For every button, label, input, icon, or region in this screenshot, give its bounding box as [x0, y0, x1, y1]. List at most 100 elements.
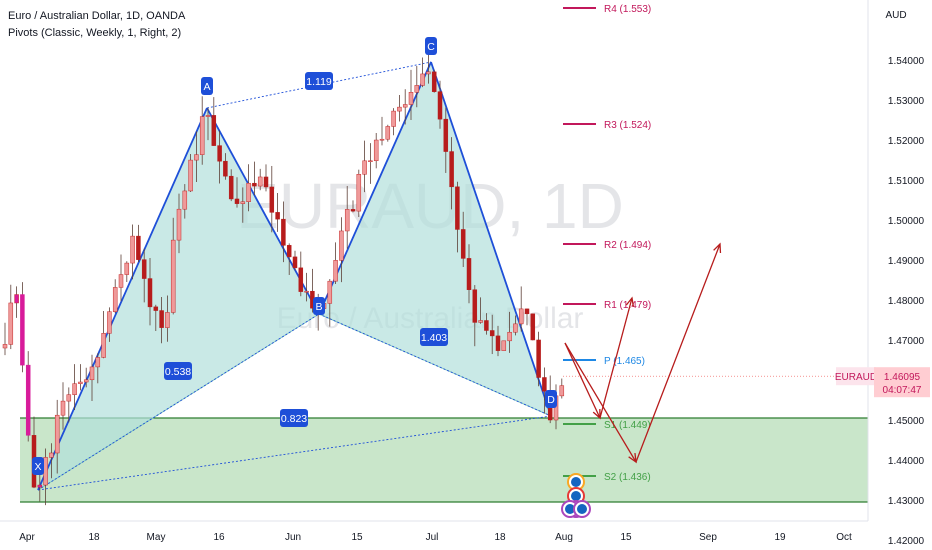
candle-body — [379, 138, 385, 141]
candle — [147, 258, 153, 326]
candle-body — [449, 151, 454, 188]
candle-body — [141, 259, 147, 279]
pivot-label: R2 (1.494) — [604, 240, 651, 251]
candle-body — [281, 218, 286, 246]
ratio-badge-bg — [164, 362, 192, 380]
candle-body — [25, 364, 31, 436]
candle — [559, 378, 565, 399]
candle — [489, 314, 495, 355]
candle — [83, 367, 89, 388]
pivot-label: R3 (1.524) — [604, 120, 651, 131]
x-tick-label: 16 — [213, 532, 225, 543]
candle — [89, 354, 95, 401]
candle-body — [8, 302, 14, 345]
candle — [199, 96, 205, 165]
candle-body — [362, 160, 367, 175]
candle-body — [420, 73, 425, 86]
candle-body — [466, 258, 472, 290]
support-zone — [20, 418, 868, 502]
candle-body — [176, 208, 182, 241]
candle — [397, 94, 402, 122]
candle-body — [292, 256, 298, 269]
candle-body — [252, 182, 257, 187]
candle — [269, 165, 275, 233]
point-label-bg — [545, 390, 557, 408]
support-zone-layer — [20, 417, 868, 503]
economic-event-icons[interactable] — [561, 473, 591, 518]
ratio-badge-bg — [280, 409, 308, 427]
candle — [391, 108, 396, 136]
candle-body — [263, 176, 269, 188]
candle — [8, 284, 14, 350]
candle-body — [559, 385, 565, 397]
candle — [484, 313, 489, 335]
candle — [112, 279, 118, 314]
candle-body — [124, 262, 130, 275]
candle — [420, 57, 425, 88]
y-tick-label: 1.43000 — [888, 496, 925, 507]
arrow-up-1-shaft — [599, 297, 633, 419]
x-tick-label: Jul — [426, 532, 439, 543]
candle-body — [472, 289, 478, 323]
candle-body — [89, 366, 95, 381]
candle-body — [194, 154, 199, 161]
ratio-value: 0.538 — [165, 366, 191, 378]
ratio-badge-bg — [305, 72, 333, 90]
candle-body — [350, 209, 356, 212]
candle-body — [530, 313, 536, 341]
candle-body — [101, 333, 106, 358]
ratio-badge: 0.823 — [280, 409, 308, 427]
point-label-bg — [313, 297, 325, 315]
candle — [466, 244, 472, 304]
flag-icon — [571, 477, 581, 487]
candle — [281, 201, 286, 263]
candle — [333, 242, 338, 285]
y-tick-label: 1.45000 — [888, 416, 925, 427]
candle — [37, 472, 43, 502]
candle — [478, 297, 483, 324]
ratio-value: 1.403 — [421, 332, 447, 344]
candle-body — [43, 457, 48, 486]
candle-body — [205, 115, 211, 117]
currency-label: AUD — [885, 10, 906, 21]
candle-body — [385, 126, 391, 140]
candle — [72, 364, 77, 411]
candle-body — [257, 176, 263, 187]
candle-body — [304, 290, 309, 293]
symbol-badge — [836, 367, 876, 386]
candle — [507, 311, 512, 353]
event-icons[interactable] — [561, 473, 591, 518]
x-tick-label: Jun — [285, 532, 301, 543]
point-label-x: X — [32, 457, 44, 475]
candle-body — [368, 160, 373, 162]
candle — [66, 387, 72, 423]
candles-layer — [2, 48, 565, 506]
candle-body — [391, 110, 396, 127]
arrow-up-1 — [599, 296, 635, 419]
candle-body — [49, 452, 54, 458]
candle-body — [269, 186, 275, 213]
candle — [518, 286, 524, 332]
candle-body — [54, 414, 60, 454]
candle — [188, 154, 193, 192]
candle-body — [518, 308, 524, 325]
ratio-badge: 1.403 — [420, 328, 448, 346]
ratio-line-xb — [37, 313, 320, 491]
candle-body — [159, 310, 164, 328]
candle — [60, 382, 66, 430]
candle — [327, 279, 333, 327]
indicator-legend[interactable]: Pivots (Classic, Weekly, 1, Right, 2) — [8, 27, 182, 39]
y-tick-label: 1.50000 — [888, 216, 925, 227]
candle — [182, 184, 188, 219]
pattern-leg-xa — [37, 107, 208, 491]
price-badge-countdown: 04:07:47 — [883, 385, 922, 396]
leg-bd-edge — [318, 313, 552, 417]
pivot-label: R1 (1.479) — [604, 300, 651, 311]
ratio-badge: 0.538 — [164, 362, 192, 380]
candle — [344, 185, 350, 249]
pivot-label: S1 (1.449) — [604, 420, 651, 431]
y-tick-label: 1.54000 — [888, 56, 925, 67]
candle — [107, 307, 112, 342]
